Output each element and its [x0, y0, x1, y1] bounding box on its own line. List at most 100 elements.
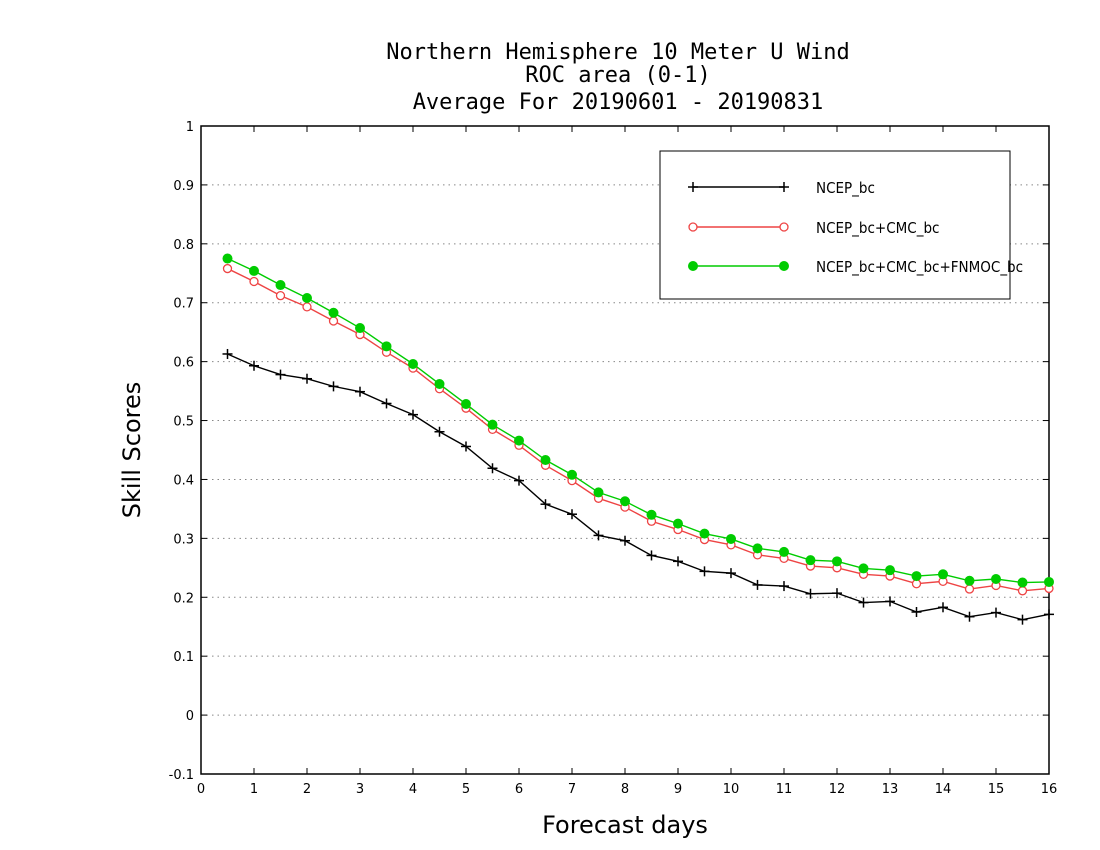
data-point — [779, 581, 789, 592]
y-tick-label: 0.7 — [173, 297, 194, 312]
data-point — [249, 360, 259, 371]
data-point — [355, 386, 365, 397]
data-point — [328, 381, 339, 392]
x-tick-label: 12 — [829, 782, 846, 797]
data-point — [646, 550, 657, 561]
data-point — [275, 369, 286, 380]
data-point — [991, 574, 1001, 585]
data-point — [593, 530, 604, 541]
legend-marker — [688, 261, 698, 271]
x-tick-label: 16 — [1041, 782, 1058, 797]
title-line-2: ROC area (0-1) — [525, 63, 710, 88]
data-point — [726, 568, 736, 579]
y-tick-label: 0.6 — [173, 356, 194, 371]
data-point — [832, 588, 842, 599]
data-point — [938, 569, 948, 580]
data-point — [805, 588, 816, 599]
data-point — [673, 556, 683, 567]
data-point — [408, 409, 418, 420]
x-tick-label: 1 — [250, 782, 258, 797]
legend-label: NCEP_bc+CMC_bc — [816, 219, 939, 238]
data-point — [805, 555, 816, 566]
series-1 — [222, 263, 1054, 596]
data-point — [487, 419, 498, 430]
data-point — [938, 602, 948, 613]
legend-label: NCEP_bc — [816, 179, 875, 198]
y-tick-label: 0.5 — [173, 415, 194, 430]
data-point — [487, 463, 498, 474]
legend-marker — [779, 182, 789, 192]
data-point — [328, 307, 339, 318]
data-point — [593, 487, 604, 498]
legend-marker — [688, 222, 698, 232]
y-tick-label: -0.1 — [169, 768, 194, 783]
x-tick-label: 15 — [988, 782, 1005, 797]
x-tick-label: 3 — [356, 782, 364, 797]
legend-item: NCEP_bc+CMC_bc — [688, 219, 939, 238]
x-tick-label: 10 — [723, 782, 740, 797]
data-point — [858, 597, 869, 608]
legend-label: NCEP_bc+CMC_bc+FNMOC_bc — [816, 258, 1023, 277]
x-axis: 0 1 2 3 4 5 6 7 8 9 10 11 12 13 14 15 16 — [197, 126, 1057, 797]
data-point — [1017, 614, 1028, 625]
data-point — [514, 435, 524, 446]
y-tick-label: 0.1 — [173, 650, 194, 665]
chart-title: Northern Hemisphere 10 Meter U Wind ROC … — [386, 40, 850, 115]
data-point — [673, 518, 683, 529]
data-point — [567, 469, 577, 480]
y-axis-label: Skill Scores — [118, 382, 146, 519]
y-tick-label: 0.9 — [173, 179, 194, 194]
y-tick-label: 0.3 — [173, 532, 194, 547]
data-point — [222, 263, 233, 274]
x-tick-label: 0 — [197, 782, 205, 797]
series-layer — [222, 253, 1054, 625]
y-tick-label: 0.4 — [173, 473, 194, 488]
data-point — [461, 399, 471, 410]
data-point — [885, 596, 895, 607]
series-2 — [222, 253, 1054, 588]
data-point — [275, 291, 286, 301]
data-point — [1017, 577, 1028, 588]
data-point — [620, 496, 630, 507]
data-point — [964, 611, 975, 622]
x-tick-label: 5 — [462, 782, 470, 797]
x-tick-label: 9 — [674, 782, 682, 797]
data-point — [911, 571, 922, 582]
y-tick-label: 0.2 — [173, 591, 194, 606]
y-tick-label: 0 — [186, 709, 194, 724]
x-tick-label: 11 — [776, 782, 793, 797]
data-point — [540, 455, 551, 466]
data-point — [646, 509, 657, 520]
data-point — [964, 575, 975, 586]
data-point — [408, 358, 418, 369]
legend-box — [659, 150, 1011, 300]
data-point — [222, 348, 233, 359]
legend-marker — [779, 261, 789, 271]
title-line-3: Average For 20190601 - 20190831 — [413, 90, 824, 115]
data-point — [302, 373, 312, 384]
y-axis: -0.1 0 0.1 0.2 0.3 0.4 0.5 0.6 0.7 0.8 0.9 1 — [169, 120, 1049, 783]
x-tick-label: 13 — [882, 782, 899, 797]
data-point — [540, 499, 551, 510]
data-point — [991, 607, 1001, 618]
data-point — [964, 584, 975, 594]
x-axis-label: Forecast days — [542, 811, 708, 839]
legend-item: NCEP_bc — [688, 179, 875, 198]
series-line — [227, 353, 1050, 621]
data-point — [752, 543, 763, 554]
data-point — [434, 379, 445, 390]
data-point — [302, 302, 312, 312]
y-tick-label: 1 — [186, 120, 194, 135]
x-tick-label: 2 — [303, 782, 311, 797]
data-point — [1017, 586, 1028, 596]
data-point — [699, 528, 710, 539]
x-tick-label: 7 — [568, 782, 576, 797]
data-point — [381, 341, 392, 352]
data-point — [620, 535, 630, 546]
data-point — [726, 533, 736, 544]
title-line-1: Northern Hemisphere 10 Meter U Wind — [386, 40, 850, 65]
data-point — [514, 475, 524, 486]
data-point — [275, 280, 286, 291]
data-point — [1044, 609, 1054, 620]
